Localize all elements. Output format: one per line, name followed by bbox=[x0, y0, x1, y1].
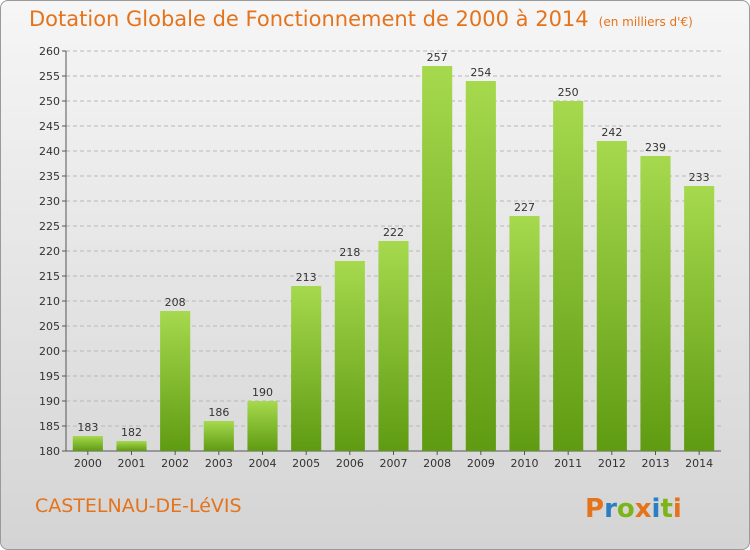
bar bbox=[465, 81, 496, 451]
bar bbox=[378, 241, 409, 451]
commune-name: CASTELNAU-DE-LéVIS bbox=[35, 495, 242, 517]
y-tick-label: 195 bbox=[39, 370, 60, 383]
x-tick-label: 2012 bbox=[598, 457, 626, 470]
data-label: 183 bbox=[77, 421, 98, 434]
data-label: 208 bbox=[165, 296, 186, 309]
logo-letter: x bbox=[635, 494, 652, 524]
chart-title-text: Dotation Globale de Fonctionnement de 20… bbox=[29, 7, 589, 31]
x-tick-label: 2010 bbox=[511, 457, 539, 470]
y-tick-label: 220 bbox=[39, 245, 60, 258]
data-label: 227 bbox=[514, 201, 535, 214]
bars bbox=[72, 66, 715, 451]
logo-text: Proxiti bbox=[585, 494, 682, 524]
data-label: 254 bbox=[470, 66, 491, 79]
y-tick-label: 225 bbox=[39, 220, 60, 233]
y-tick-label: 235 bbox=[39, 170, 60, 183]
y-tick-label: 245 bbox=[39, 120, 60, 133]
x-tick-label: 2000 bbox=[74, 457, 102, 470]
y-tick-label: 230 bbox=[39, 195, 60, 208]
chart-unit: (en milliers d'€) bbox=[598, 15, 693, 29]
x-tick-label: 2007 bbox=[380, 457, 408, 470]
data-label: 182 bbox=[121, 426, 142, 439]
x-tick-label: 2002 bbox=[161, 457, 189, 470]
bar bbox=[553, 101, 584, 451]
x-tick-label: 2011 bbox=[554, 457, 582, 470]
y-tick-label: 200 bbox=[39, 345, 60, 358]
data-label: 218 bbox=[339, 246, 360, 259]
bar bbox=[509, 216, 540, 451]
axes: 180 185 190 195 200 205 210 215 220 225 230 235 240 2… bbox=[39, 45, 721, 470]
proxiti-logo: Proxiti bbox=[585, 494, 682, 524]
bar bbox=[422, 66, 453, 451]
data-label: 257 bbox=[427, 51, 448, 64]
y-tick-label: 215 bbox=[39, 270, 60, 283]
logo-letter: r bbox=[604, 494, 617, 524]
bar bbox=[116, 441, 147, 451]
x-tick-label: 2013 bbox=[642, 457, 670, 470]
data-label: 213 bbox=[296, 271, 317, 284]
data-label: 250 bbox=[558, 86, 579, 99]
y-tick-label: 185 bbox=[39, 420, 60, 433]
x-tick-label: 2004 bbox=[249, 457, 277, 470]
y-tick-label: 190 bbox=[39, 395, 60, 408]
data-label: 239 bbox=[645, 141, 666, 154]
bar bbox=[247, 401, 278, 451]
data-label: 222 bbox=[383, 226, 404, 239]
data-label: 186 bbox=[208, 406, 229, 419]
chart-title: Dotation Globale de Fonctionnement de 20… bbox=[29, 7, 693, 31]
x-tick-label: 2014 bbox=[685, 457, 713, 470]
logo-letter: o bbox=[617, 494, 635, 524]
bar bbox=[72, 436, 103, 451]
data-labels: 183 182 208 186 190 213 218 222 257 254 227 250 242 2… bbox=[77, 51, 709, 439]
data-label: 233 bbox=[689, 171, 710, 184]
logo-letter: P bbox=[585, 494, 604, 524]
logo-letter: t bbox=[660, 494, 672, 524]
bar bbox=[334, 261, 365, 451]
y-tick-label: 240 bbox=[39, 145, 60, 158]
bar bbox=[640, 156, 671, 451]
x-tick-label: 2006 bbox=[336, 457, 364, 470]
y-tick-label: 255 bbox=[39, 70, 60, 83]
y-tick-label: 260 bbox=[39, 45, 60, 58]
logo-letter: i bbox=[652, 494, 661, 524]
y-tick-label: 180 bbox=[39, 445, 60, 458]
x-tick-label: 2009 bbox=[467, 457, 495, 470]
bar bbox=[291, 286, 322, 451]
bar bbox=[203, 421, 234, 451]
bar bbox=[596, 141, 627, 451]
bar bbox=[684, 186, 715, 451]
data-label: 242 bbox=[601, 126, 622, 139]
y-tick-label: 210 bbox=[39, 295, 60, 308]
logo-letter: i bbox=[673, 494, 682, 524]
x-tick-label: 2001 bbox=[118, 457, 146, 470]
y-tick-label: 250 bbox=[39, 95, 60, 108]
data-label: 190 bbox=[252, 386, 273, 399]
x-tick-label: 2005 bbox=[292, 457, 320, 470]
x-tick-label: 2003 bbox=[205, 457, 233, 470]
y-tick-label: 205 bbox=[39, 320, 60, 333]
x-tick-label: 2008 bbox=[423, 457, 451, 470]
bar bbox=[160, 311, 191, 451]
